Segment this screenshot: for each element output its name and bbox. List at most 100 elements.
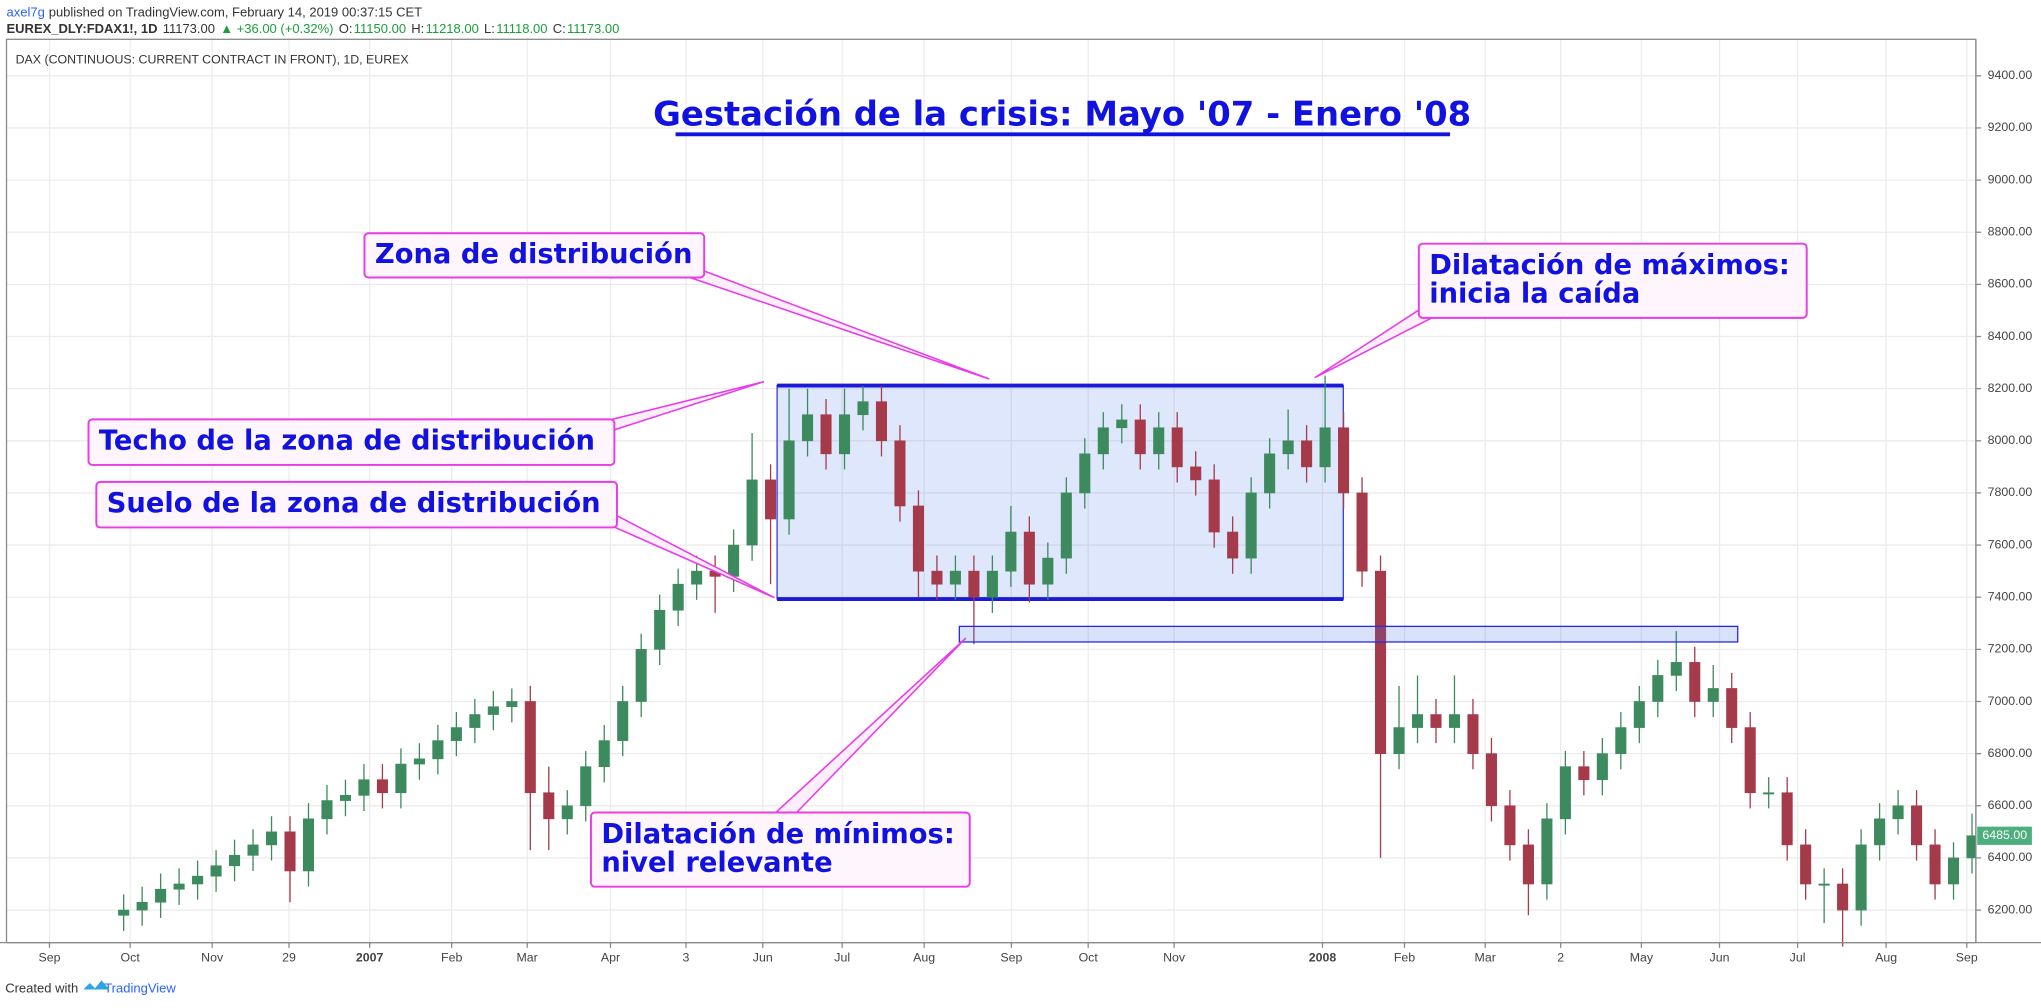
y-tick-label: 7800.00: [1988, 485, 2033, 499]
quote-part: 11150.00: [354, 22, 406, 37]
x-tick-label: May: [1630, 951, 1654, 965]
candle-body: [1264, 453, 1276, 494]
candle-body: [1911, 805, 1923, 846]
candle-body: [1615, 727, 1627, 754]
candle-body: [1707, 688, 1719, 702]
candle-body: [728, 544, 740, 577]
y-tick-label: 8000.00: [1988, 433, 2033, 447]
candle-body: [339, 795, 351, 801]
x-axis: Sep Oct Nov 29 2007 Feb Mar Apr 3 Jun Jul Aug Sep Oct…: [0, 942, 2041, 965]
callout-text: Dilatación de máximos:: [1429, 250, 1790, 281]
candle-body: [931, 570, 943, 585]
candle-body: [1744, 727, 1756, 794]
y-tick-label: 7600.00: [1988, 537, 2033, 551]
x-tick-label: Jun: [1710, 951, 1730, 965]
candle-body: [1818, 883, 1830, 886]
x-tick-label: Jun: [753, 951, 773, 965]
footer-created: Created with: [5, 981, 78, 996]
candle-body: [875, 401, 888, 442]
candle-body: [1079, 453, 1091, 494]
callout-box: [1417, 242, 1808, 319]
candle-body: [894, 440, 906, 507]
quote-part: 11118.00: [496, 22, 547, 37]
candle-body: [1005, 531, 1017, 572]
candle-body: [1227, 531, 1239, 559]
candle-body: [617, 701, 629, 741]
candle-body: [838, 414, 851, 455]
candle-body: [1282, 440, 1294, 455]
quote-part: 11218.00: [426, 22, 479, 37]
candle-body: [1393, 727, 1405, 754]
callout-text: Dilatación de mínimos:: [601, 819, 954, 850]
candle-body: [1375, 570, 1387, 754]
distribution-zone: [776, 384, 1344, 600]
x-tick-label: Nov: [1163, 951, 1186, 965]
candle-body: [229, 854, 241, 867]
candle-body: [968, 570, 980, 598]
candle-body: [210, 865, 222, 877]
y-tick-label: 9000.00: [1988, 172, 2033, 186]
candle-body: [1245, 492, 1257, 559]
candle-body: [155, 888, 167, 903]
candle-body: [1023, 531, 1035, 585]
quote-part: EUREX_DLY:FDAX1!, 1D: [7, 22, 158, 37]
y-tick-label: 8200.00: [1988, 381, 2033, 395]
candle-body: [302, 818, 315, 872]
x-tick-label: Sep: [38, 951, 60, 965]
y-tick-label: 8800.00: [1988, 224, 2033, 238]
candle-body: [580, 766, 592, 807]
quote-part: 11173.00: [163, 22, 215, 37]
x-tick-label: Mar: [517, 951, 538, 965]
y-axis: 6200.00 6400.00 6600.00 6800.00 7000.00 7200.…: [1975, 68, 2033, 916]
x-tick-label: Oct: [1079, 951, 1099, 965]
candle-body: [1356, 492, 1368, 572]
callout-text: Suelo de la zona de distribución: [107, 488, 601, 519]
candle-body: [1763, 792, 1775, 795]
candle-body: [986, 570, 998, 598]
callout-text: Techo de la zona de distribución: [99, 426, 595, 457]
candle-body: [1892, 805, 1904, 820]
callout-box: [363, 232, 706, 279]
x-tick-label: Sep: [1956, 951, 1978, 965]
candle-body: [450, 727, 462, 741]
quote-part: C:: [553, 22, 566, 37]
candle-body: [118, 909, 130, 916]
candle-body: [173, 883, 185, 890]
callout-box: [95, 480, 618, 529]
candle-body: [1060, 492, 1072, 559]
candle-body: [1947, 857, 1960, 885]
quote-part: O:: [339, 22, 353, 37]
candle-body: [561, 805, 573, 820]
x-tick-label: Nov: [201, 951, 224, 965]
quote-part: H:: [411, 22, 424, 37]
candle-body: [1411, 714, 1424, 728]
candle-body: [1726, 688, 1738, 728]
candle-body: [136, 901, 148, 911]
x-tick-label: Aug: [1875, 951, 1897, 965]
candle-body: [1522, 844, 1534, 885]
candle-body: [1559, 766, 1571, 820]
candle-body: [1874, 818, 1886, 846]
annotations: Zona de distribución Dilatación de máximo…: [87, 232, 1808, 888]
candle-body: [506, 701, 518, 708]
x-tick-label: 2007: [356, 951, 384, 965]
candle-body: [358, 779, 370, 796]
x-tick-label: 2: [1557, 951, 1564, 965]
footer-brand[interactable]: TradingView: [104, 981, 176, 996]
footer: Created with TradingView: [5, 981, 176, 996]
candle-body: [1171, 427, 1183, 468]
y-tick-label: 6800.00: [1988, 746, 2033, 760]
candle-body: [1042, 557, 1054, 585]
candle-body: [1301, 440, 1313, 468]
candle-body: [192, 875, 204, 885]
relevant-level: [958, 625, 1739, 643]
candle-body: [1670, 662, 1682, 676]
y-tick-label: 8600.00: [1988, 277, 2033, 291]
candle-body: [1633, 701, 1645, 728]
x-tick-label: Apr: [601, 951, 620, 965]
candle-body: [783, 440, 795, 520]
candle-body: [413, 758, 425, 765]
publisher[interactable]: axel7g: [7, 5, 45, 20]
x-tick-label: Jul: [1790, 951, 1806, 965]
